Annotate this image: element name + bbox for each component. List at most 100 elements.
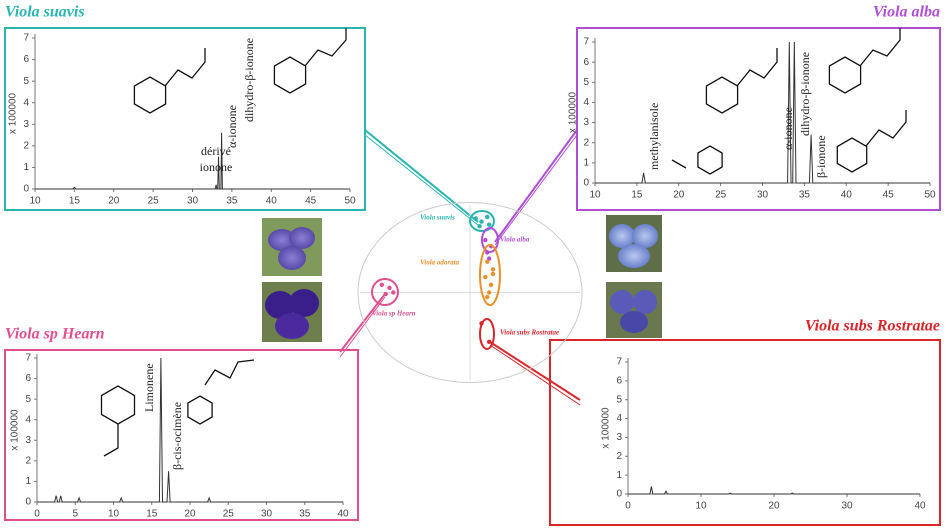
group-ellipse (479, 244, 501, 306)
x-tick-label: 30 (841, 501, 853, 512)
x-tick-label: 20 (184, 509, 196, 520)
y-tick-label: 1 (616, 470, 622, 481)
y-tick-label: 6 (616, 375, 622, 386)
x-tick-label: 25 (223, 509, 235, 520)
x-tick-label: 50 (344, 196, 356, 207)
chromatogram-line (595, 41, 930, 184)
point (485, 214, 490, 220)
peak-label: α-ionone (781, 107, 795, 150)
photo (262, 218, 322, 276)
x-tick-label: 10 (29, 196, 41, 207)
x-tick-label: 30 (757, 190, 769, 201)
y-tick-label: 4 (23, 97, 29, 108)
y-tick-label: 7 (23, 33, 29, 44)
connector (494, 134, 578, 246)
connector (489, 344, 581, 406)
group-ellipse (481, 227, 499, 253)
chart-title: Viola suavis (5, 4, 85, 21)
y-tick-label: 5 (583, 77, 589, 88)
molecule (304, 28, 347, 67)
molecule (273, 56, 307, 94)
point (485, 294, 490, 300)
y-tick-label: 6 (23, 54, 29, 65)
y-tick-label: 0 (616, 489, 622, 500)
y-tick-label: 1 (25, 476, 31, 487)
group-ellipse (469, 210, 495, 232)
y-tick-label: 3 (25, 435, 31, 446)
y-tick-label: 0 (583, 178, 589, 189)
peak-label: dihydro-β-ionone (242, 38, 256, 122)
group-label: Viola alba (500, 236, 530, 244)
peak-label: Limonene (142, 363, 156, 412)
molecule (204, 359, 255, 386)
x-tick-label: 40 (337, 509, 349, 520)
x-tick-label: 45 (883, 190, 895, 201)
y-tick-label: 7 (583, 37, 589, 48)
point (391, 290, 396, 295)
y-tick-label: 3 (23, 119, 29, 130)
group-label: Viola odorata (420, 259, 460, 267)
point (479, 219, 484, 224)
x-tick-label: 0 (625, 501, 631, 512)
y-tick-label: 1 (583, 157, 589, 168)
x-tick-label: 35 (226, 196, 238, 207)
connector (494, 129, 578, 243)
group-label: Viola suavis (420, 214, 455, 222)
y-tick-label: 7 (616, 357, 622, 368)
chart-title: Viola alba (873, 4, 940, 21)
peak-label: β-ionone (814, 135, 828, 178)
chromatogram-line (628, 486, 920, 495)
photo (606, 282, 662, 338)
point (483, 237, 488, 243)
peak-label: β-cis-ocimène (170, 402, 184, 470)
x-tick-label: 10 (695, 501, 707, 512)
y-tick-label: 5 (616, 394, 622, 405)
chart-title: Viola subs Rostratae (805, 318, 940, 335)
y-tick-label: 2 (583, 137, 589, 148)
x-tick-label: 30 (261, 509, 273, 520)
y-tick-label: 6 (25, 373, 31, 384)
chromatogram-line (37, 357, 343, 503)
y-tick-label: 3 (583, 117, 589, 128)
point (473, 216, 478, 221)
molecule (736, 48, 778, 87)
peak-label: dérivé (201, 144, 231, 158)
point (383, 291, 388, 297)
x-tick-label: 10 (589, 190, 601, 201)
molecule (133, 76, 167, 114)
point (379, 282, 385, 287)
x-tick-label: 40 (266, 196, 278, 207)
y-tick-label: 2 (25, 455, 31, 466)
point (486, 222, 492, 227)
chart-title: Viola sp Hearn (5, 326, 105, 343)
y-axis-label: x 100000 (8, 92, 19, 134)
x-tick-label: 25 (148, 196, 160, 207)
molecule (705, 76, 739, 114)
x-tick-label: 15 (146, 509, 158, 520)
molecule (697, 145, 723, 175)
point (477, 224, 482, 229)
point (483, 274, 488, 280)
y-tick-label: 5 (23, 76, 29, 87)
point (485, 259, 490, 264)
y-tick-label: 4 (583, 97, 589, 108)
x-tick-label: 25 (715, 190, 727, 201)
pca-circle (357, 202, 583, 383)
molecule (187, 395, 213, 425)
peak-label: ionone (200, 160, 233, 174)
chromatogram-line (35, 132, 350, 190)
photo (262, 282, 322, 342)
connector (339, 296, 386, 358)
y-tick-label: 2 (616, 451, 622, 462)
x-tick-label: 45 (305, 196, 317, 207)
chart-frame (576, 27, 941, 211)
x-tick-label: 40 (841, 190, 853, 201)
point (485, 250, 490, 255)
y-axis-label: x 100000 (10, 409, 21, 451)
x-tick-label: 40 (914, 501, 926, 512)
photo (606, 215, 662, 272)
connector (364, 134, 479, 226)
y-tick-label: 0 (25, 497, 31, 508)
group-label: Viola subs Rostratae (500, 329, 559, 337)
